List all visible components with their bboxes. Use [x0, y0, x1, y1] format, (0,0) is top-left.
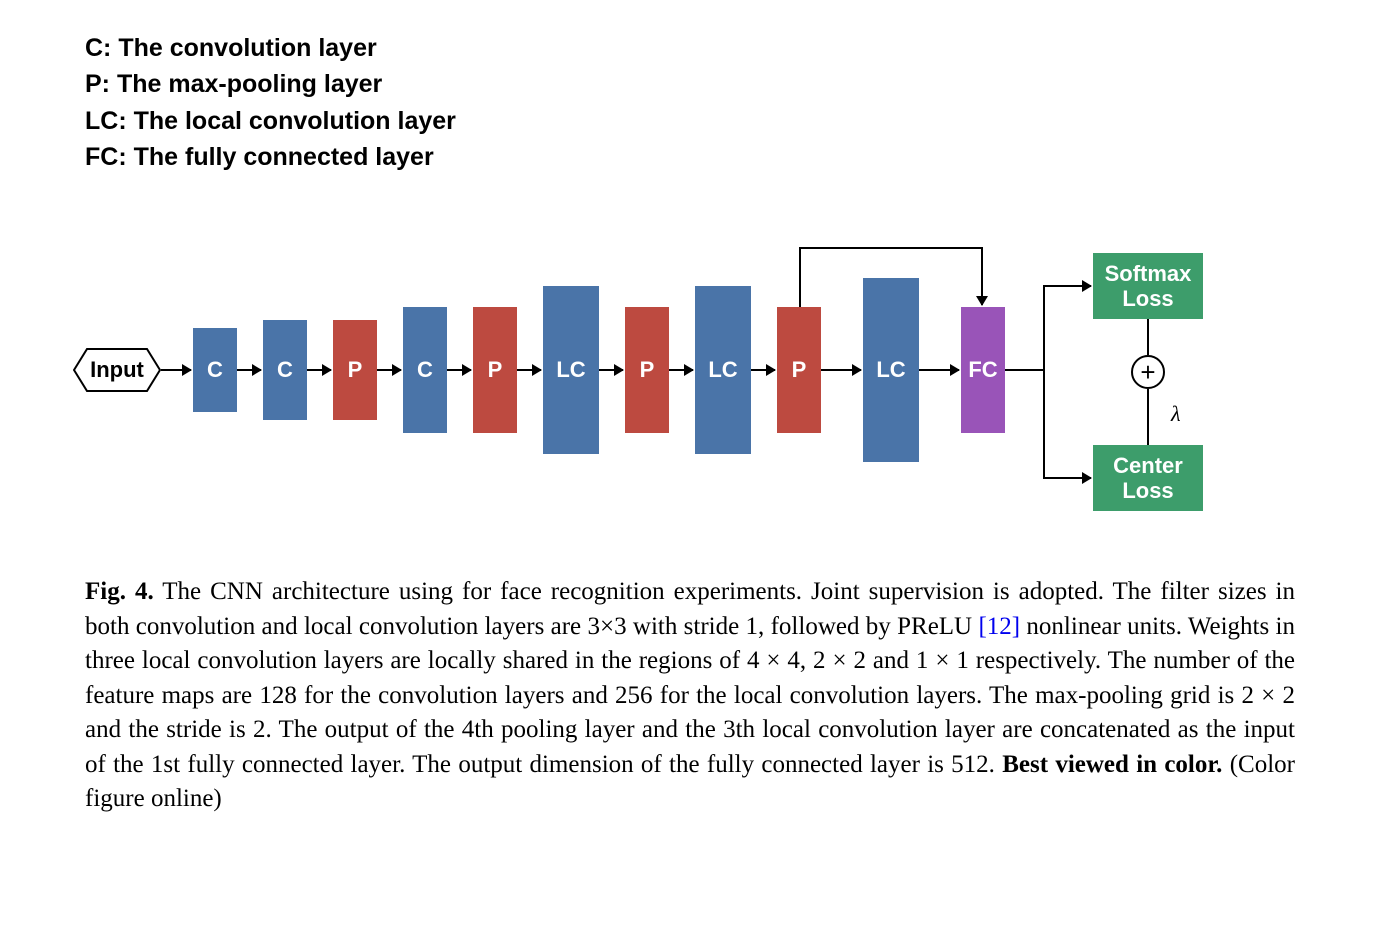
layer-c2: C	[263, 320, 307, 420]
citation-ref[interactable]: [12]	[978, 613, 1020, 640]
fc-out-vdown	[1043, 369, 1045, 479]
layer-c1: C	[193, 328, 237, 412]
arrow-8	[751, 369, 775, 371]
arrow-1	[237, 369, 261, 371]
legend-line-c: C: The convolution layer	[85, 30, 1295, 66]
layer-p2: P	[473, 307, 517, 433]
layer-c3: C	[403, 307, 447, 433]
skip-vline-right	[981, 247, 983, 305]
layer-lc3: LC	[863, 278, 919, 462]
arrow-2	[307, 369, 331, 371]
arrow-4	[447, 369, 471, 371]
arrow-to-softmax	[1043, 285, 1091, 287]
figure-caption: Fig. 4. The CNN architecture using for f…	[85, 575, 1295, 817]
arrow-9	[821, 369, 861, 371]
input-label: Input	[90, 357, 144, 383]
arrow-7	[669, 369, 693, 371]
arrow-10	[919, 369, 959, 371]
arrow-3	[377, 369, 401, 371]
architecture-diagram: InputCCPCPLCPLCPLCFCSoftmaxLossCenterLos…	[85, 215, 1295, 545]
fc-out-vup	[1043, 285, 1045, 371]
layer-p1: P	[333, 320, 377, 420]
caption-best-viewed: Best viewed in color.	[1002, 751, 1222, 778]
arrow-to-center	[1043, 477, 1091, 479]
legend-line-lc: LC: The local convolution layer	[85, 103, 1295, 139]
figure-label: Fig. 4.	[85, 578, 154, 605]
layer-p3: P	[625, 307, 669, 433]
layer-lc2: LC	[695, 286, 751, 454]
layer-lc1: LC	[543, 286, 599, 454]
legend-line-p: P: The max-pooling layer	[85, 66, 1295, 102]
lambda-label: λ	[1171, 401, 1181, 427]
plus-node: +	[1131, 355, 1165, 389]
arrow-6	[599, 369, 623, 371]
fc-out-hline	[1005, 369, 1045, 371]
legend: C: The convolution layer P: The max-pool…	[85, 30, 1295, 175]
arrow-5	[517, 369, 541, 371]
loss-center: CenterLoss	[1093, 445, 1203, 511]
skip-hline	[799, 247, 983, 249]
layer-p4: P	[777, 307, 821, 433]
loss-softmax: SoftmaxLoss	[1093, 253, 1203, 319]
center-to-plus	[1147, 389, 1149, 445]
softmax-to-plus	[1147, 319, 1149, 355]
arrow-0	[161, 369, 191, 371]
layer-fc: FC	[961, 307, 1005, 433]
skip-vline-left	[799, 247, 801, 307]
legend-line-fc: FC: The fully connected layer	[85, 139, 1295, 175]
input-node: Input	[73, 348, 161, 392]
